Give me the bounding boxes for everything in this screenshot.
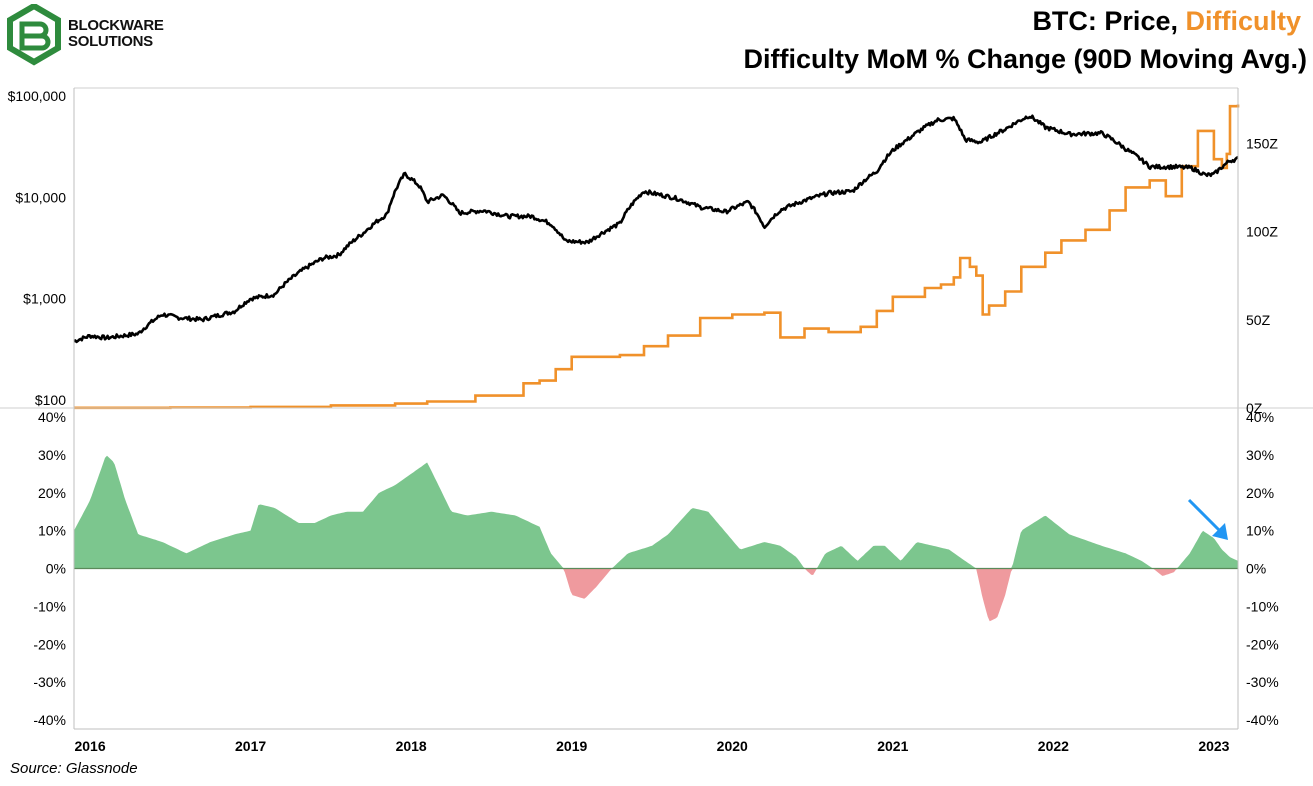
year-tick-label: 2017 [235, 738, 266, 754]
chart-title: BTC: Price, Difficulty [1032, 6, 1301, 37]
difficulty-tick-label: 150Z [1246, 135, 1278, 151]
mom-tick-label-right: -10% [1246, 598, 1279, 614]
mom-tick-label-right: 20% [1246, 485, 1274, 501]
price-tick-label: $100,000 [8, 88, 67, 104]
year-tick-label: 2016 [74, 738, 105, 754]
title-highlight: Difficulty [1185, 6, 1301, 36]
mom-tick-label-left: -40% [33, 712, 66, 728]
chart-annotations [1187, 498, 1228, 540]
price-series [73, 114, 1239, 344]
mom-tick-label-right: 0% [1246, 561, 1266, 577]
mom-tick-label-left: 30% [38, 447, 66, 463]
mom-tick-label-left: -30% [33, 674, 66, 690]
year-tick-label: 2023 [1198, 738, 1229, 754]
chart-subtitle: Difficulty MoM % Change (90D Moving Avg.… [743, 44, 1307, 74]
trend-arrow-shaft [1187, 498, 1224, 535]
year-tick-label: 2018 [396, 738, 427, 754]
year-tick-label: 2020 [717, 738, 748, 754]
chart-axes [0, 87, 1313, 730]
price-line [73, 114, 1239, 344]
mom-area-series [74, 455, 1238, 622]
year-tick-label: 2019 [556, 738, 587, 754]
source-note: Source: Glassnode [10, 760, 138, 777]
mom-tick-label-left: 10% [38, 523, 66, 539]
mom-tick-label-right: 30% [1246, 447, 1274, 463]
difficulty-tick-label: 0Z [1246, 400, 1263, 416]
price-tick-label: $10,000 [15, 189, 66, 205]
year-tick-label: 2022 [1038, 738, 1069, 754]
mom-positive-area [74, 455, 1238, 569]
brand-name: BLOCKWARE SOLUTIONS [68, 18, 164, 50]
mom-tick-label-right: -20% [1246, 636, 1279, 652]
mom-tick-label-right: -40% [1246, 712, 1279, 728]
mom-tick-label-left: 0% [46, 561, 66, 577]
difficulty-tick-label: 100Z [1246, 224, 1278, 240]
brand-line1: BLOCKWARE [68, 17, 164, 34]
trend-arrow-head [1212, 523, 1228, 540]
difficulty-tick-label: 50Z [1246, 312, 1271, 328]
year-tick-label: 2021 [877, 738, 908, 754]
blockware-logo-icon [7, 2, 61, 66]
brand-line2: SOLUTIONS [68, 33, 153, 50]
mom-tick-label-right: -30% [1246, 674, 1279, 690]
difficulty-series [74, 104, 1240, 410]
brand-logo: BLOCKWARE SOLUTIONS [6, 2, 166, 68]
mom-negative-area [74, 568, 1238, 622]
mom-tick-label-left: 40% [38, 409, 66, 425]
price-tick-label: $100 [35, 392, 66, 408]
mom-tick-label-left: -10% [33, 598, 66, 614]
mom-tick-label-right: 40% [1246, 409, 1274, 425]
price-tick-label: $1,000 [23, 291, 66, 307]
mom-tick-label-right: 10% [1246, 523, 1274, 539]
title-prefix: BTC: Price, [1032, 6, 1186, 36]
axis-labels: $100 $1,000 $10,000 $100,000 0Z 50Z 100Z 150Z 40… [8, 88, 1279, 754]
mom-tick-label-left: 20% [38, 485, 66, 501]
difficulty-line [74, 104, 1240, 410]
mom-tick-label-left: -20% [33, 636, 66, 652]
